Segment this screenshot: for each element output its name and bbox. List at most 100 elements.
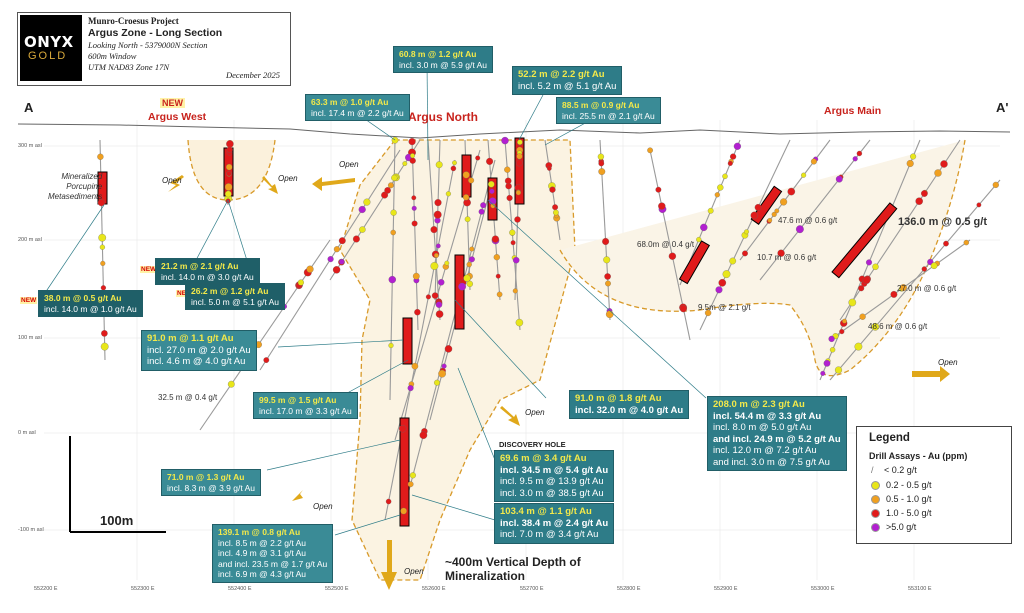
intercept-box: 91.0 m @ 1.8 g/t Au incl. 32.0 m @ 4.0 g… [569,390,690,419]
plain-label: 136.0 m @ 0.5 g/t [898,216,987,228]
title-block: ONYX GOLD Munro-Croesus Project Argus Zo… [17,12,291,86]
assay-dot [387,182,394,189]
intercept-main: 71.0 m @ 1.3 g/t Au [167,472,245,482]
assay-dot [774,208,780,214]
intercept-box: 139.1 m @ 0.8 g/t Au incl. 8.5 m @ 2.2 g… [212,524,334,583]
assay-dot [434,379,440,386]
assay-dot [504,166,511,173]
assay-dot [515,159,523,167]
assay-dot [506,194,513,202]
easting-label: 552800 E [617,586,641,592]
assay-dot [435,301,443,308]
assay-dot [771,211,777,217]
assay-dot [679,305,687,313]
intercept-main: 103.4 m @ 1.1 g/t Au [500,506,592,517]
assay-dot [516,153,523,160]
assay-dot [390,209,397,216]
intercept-line: incl. 14.0 m @ 1.0 g/t Au [44,303,137,314]
elevation-label: 300 m asl [18,143,42,149]
assay-dot [828,335,835,343]
assay-dot [496,291,503,298]
assay-dot [450,165,457,172]
intercept-line: incl. 8.5 m @ 2.2 g/t Au [218,537,307,548]
intercept-main: 91.0 m @ 1.8 g/t Au [575,393,662,404]
assay-dot [515,190,521,196]
intercept-main: 69.6 m @ 3.4 g/t Au [500,453,587,464]
assay-dot [381,191,389,199]
assay-dot [553,209,559,216]
assay-dot [856,150,863,157]
plain-label: 47.6 m @ 0.6 g/t [778,216,838,225]
intercept-line: incl. 9.5 m @ 13.9 g/t Au [500,476,604,487]
assay-dot [411,220,418,227]
assay-dot [297,279,304,286]
intercept-box: 21.2 m @ 2.1 g/t Au incl. 14.0 m @ 3.0 g… [155,258,260,285]
open-label-2: Open [278,174,298,183]
assay-dot [930,262,938,270]
company-logo: ONYX GOLD [20,15,82,81]
assay-dot [976,202,982,208]
intercept-main: 63.3 m @ 1.0 g/t Au [311,97,389,107]
assay-dot [458,282,467,291]
assay-dot [729,153,737,160]
easting-label: 553000 E [811,586,835,592]
assay-dot [714,192,720,198]
intercept-line: and incl. 24.9 m @ 5.2 g/t Au [713,433,841,445]
assay-dot [546,166,552,171]
zone-title: Argus Zone - Long Section [88,27,223,39]
assay-dot [835,175,843,183]
assay-dot [435,310,444,318]
intercept-box: 26.2 m @ 1.2 g/t Au incl. 5.0 m @ 5.1 g/… [185,283,286,310]
legend-item-label: < 0.2 g/t [884,465,917,475]
assay-dot [226,146,233,153]
assay-dot [358,205,366,214]
assay-dot [906,159,914,168]
intercept-box: 71.0 m @ 1.3 g/t Au incl. 8.3 m @ 3.9 g/… [161,469,262,496]
topography-line [17,123,1011,139]
assay-dot [402,161,408,167]
assay-dot [504,177,512,185]
assay-dot [452,160,457,166]
plain-label: 32.5 m @ 0.4 g/t [158,393,218,402]
assay-dot [226,170,232,177]
assay-dot [512,288,518,294]
assay-dot [921,266,927,272]
assay-dot [263,357,270,363]
assay-dot [754,203,762,211]
assay-dot [409,472,416,479]
section-line: Looking North - 5379000N Section [88,40,208,50]
assay-dot [549,186,556,193]
assay-dot [871,322,880,331]
assay-dot [658,202,666,210]
assay-dot [333,246,340,253]
intercept-main: 99.5 m @ 1.5 g/t Au [259,395,337,405]
assay-dot [363,198,371,206]
intercept-line: incl. 14.0 m @ 3.0 g/t Au [161,271,254,282]
assay-dot [384,187,391,194]
open-label-6: Open [313,502,333,511]
easting-label: 552300 E [131,586,155,592]
assay-dot [391,174,398,182]
assay-dot [352,235,360,243]
assay-dot [910,153,917,160]
easting-label: 552900 E [714,586,738,592]
assay-dot [820,370,826,376]
assay-dot [514,216,521,223]
assay-dot [750,211,759,220]
assay-dot [842,318,847,324]
legend-item-label: 0.2 - 0.5 g/t [886,480,932,490]
assay-dot [464,216,471,223]
intercept-main: 91.0 m @ 1.1 g/t Au [147,333,234,344]
assay-dot [603,256,611,264]
rock-type-label: Mineralized Porcupine Metasediments [48,172,103,201]
intercept-box: 88.5 m @ 0.9 g/t Au incl. 25.5 m @ 2.1 g… [556,97,661,124]
assay-dot [848,298,857,307]
assay-dot [411,195,417,201]
assay-dot [488,180,495,188]
intercept-line: incl. 4.6 m @ 4.0 g/t Au [147,356,246,367]
assay-dot [801,172,807,178]
leader-lines [44,62,707,536]
assay-dot [865,259,873,266]
assay-dot [510,240,516,246]
